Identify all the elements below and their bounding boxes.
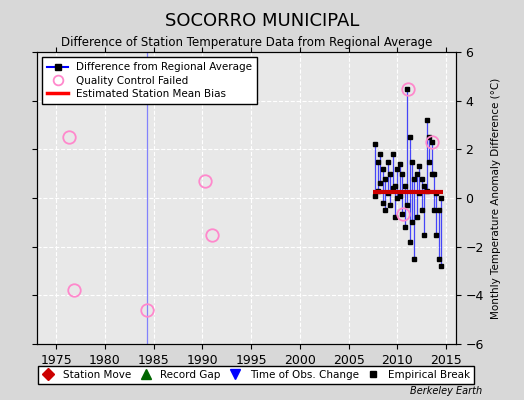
Text: Berkeley Earth: Berkeley Earth (410, 386, 482, 396)
Title: Difference of Station Temperature Data from Regional Average: Difference of Station Temperature Data f… (61, 36, 432, 50)
Y-axis label: Monthly Temperature Anomaly Difference (°C): Monthly Temperature Anomaly Difference (… (491, 77, 501, 319)
Text: SOCORRO MUNICIPAL: SOCORRO MUNICIPAL (165, 12, 359, 30)
Legend: Station Move, Record Gap, Time of Obs. Change, Empirical Break: Station Move, Record Gap, Time of Obs. C… (38, 366, 474, 384)
